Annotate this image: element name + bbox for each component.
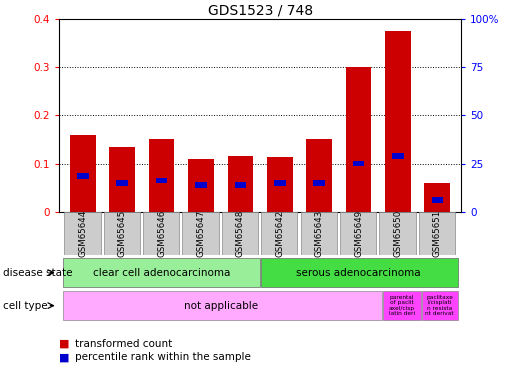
Text: GSM65651: GSM65651 — [433, 210, 442, 257]
FancyBboxPatch shape — [422, 291, 458, 321]
Text: parental
of paclit
axel/cisp
latin deri: parental of paclit axel/cisp latin deri — [389, 295, 415, 316]
FancyBboxPatch shape — [261, 258, 458, 287]
Text: ■: ■ — [59, 352, 70, 362]
Text: ■: ■ — [59, 339, 70, 349]
Bar — [385, 31, 410, 212]
Bar — [109, 147, 135, 212]
Bar — [195, 182, 207, 188]
Text: GSM65644: GSM65644 — [78, 210, 88, 257]
FancyBboxPatch shape — [143, 212, 179, 255]
FancyBboxPatch shape — [383, 291, 421, 321]
Text: paclitaxe
l/cisplati
n resista
nt derivat: paclitaxe l/cisplati n resista nt deriva… — [425, 295, 454, 316]
FancyBboxPatch shape — [182, 212, 219, 255]
FancyBboxPatch shape — [222, 212, 258, 255]
Bar — [77, 173, 89, 178]
Bar — [424, 183, 450, 212]
Text: cell type: cell type — [3, 301, 47, 310]
Bar — [188, 159, 214, 212]
Text: not applicable: not applicable — [184, 301, 258, 310]
Text: GSM65649: GSM65649 — [354, 210, 363, 257]
Bar — [228, 156, 253, 212]
Text: disease state: disease state — [3, 268, 72, 278]
Bar — [156, 178, 167, 183]
Text: percentile rank within the sample: percentile rank within the sample — [75, 352, 251, 362]
Bar — [235, 182, 246, 188]
Text: GSM65642: GSM65642 — [275, 210, 284, 257]
Text: clear cell adenocarcinoma: clear cell adenocarcinoma — [93, 268, 230, 278]
Bar — [392, 153, 404, 159]
Bar — [149, 140, 175, 212]
Text: GSM65645: GSM65645 — [118, 210, 127, 257]
FancyBboxPatch shape — [63, 258, 260, 287]
Bar — [314, 180, 325, 186]
Bar — [267, 158, 293, 212]
Title: GDS1523 / 748: GDS1523 / 748 — [208, 4, 313, 18]
Bar — [432, 197, 443, 203]
FancyBboxPatch shape — [419, 212, 455, 255]
Text: GSM65648: GSM65648 — [236, 210, 245, 257]
FancyBboxPatch shape — [64, 212, 100, 255]
Bar — [353, 161, 364, 166]
FancyBboxPatch shape — [380, 212, 416, 255]
FancyBboxPatch shape — [301, 212, 337, 255]
FancyBboxPatch shape — [63, 291, 382, 321]
FancyBboxPatch shape — [261, 212, 298, 255]
FancyBboxPatch shape — [340, 212, 376, 255]
FancyBboxPatch shape — [104, 212, 140, 255]
Bar — [306, 140, 332, 212]
Text: GSM65646: GSM65646 — [157, 210, 166, 257]
Bar — [346, 67, 371, 212]
Bar — [116, 180, 128, 186]
Text: GSM65643: GSM65643 — [315, 210, 323, 257]
Text: GSM65650: GSM65650 — [393, 210, 402, 257]
Text: serous adenocarcinoma: serous adenocarcinoma — [296, 268, 421, 278]
Bar — [70, 135, 96, 212]
Bar — [274, 180, 285, 186]
Text: transformed count: transformed count — [75, 339, 172, 349]
Text: GSM65647: GSM65647 — [197, 210, 205, 257]
